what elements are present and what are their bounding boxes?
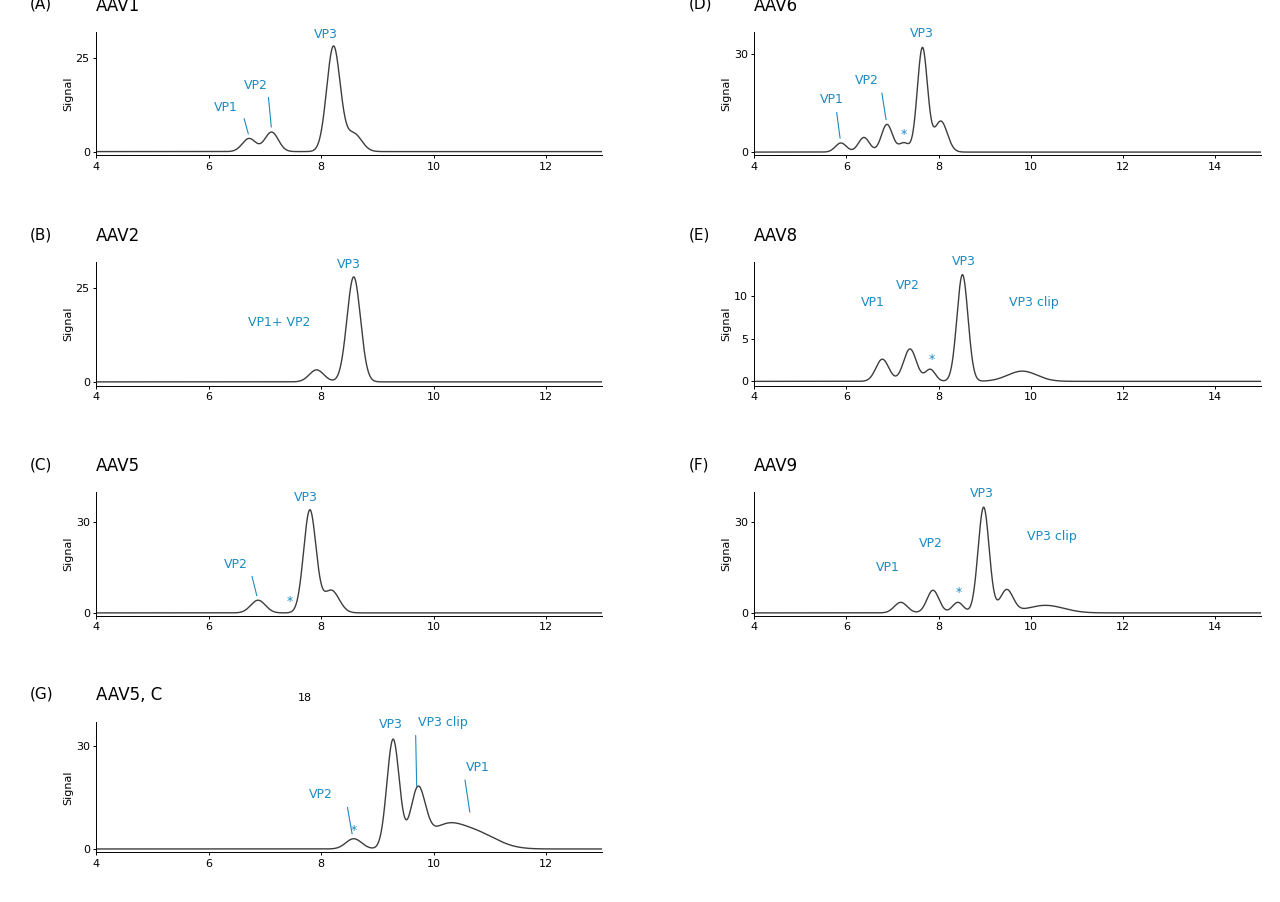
- Text: AAV1: AAV1: [96, 0, 141, 15]
- Text: VP1: VP1: [877, 561, 900, 574]
- Text: *: *: [928, 353, 934, 366]
- Text: (E): (E): [689, 227, 710, 243]
- Text: (D): (D): [689, 0, 712, 12]
- Text: *: *: [287, 595, 292, 608]
- Text: VP1: VP1: [214, 101, 238, 114]
- Text: VP3: VP3: [970, 487, 993, 500]
- Text: VP3: VP3: [294, 492, 317, 504]
- Text: VP2: VP2: [243, 78, 268, 92]
- Text: (G): (G): [31, 686, 54, 701]
- Text: VP3 clip: VP3 clip: [1027, 530, 1076, 544]
- Text: VP2: VP2: [224, 557, 248, 571]
- Text: VP2: VP2: [308, 788, 333, 801]
- Text: VP1: VP1: [819, 94, 844, 106]
- Text: VP3: VP3: [379, 718, 402, 731]
- Text: AAV5: AAV5: [96, 457, 140, 475]
- Y-axis label: Signal: Signal: [722, 537, 731, 571]
- Text: (A): (A): [31, 0, 52, 12]
- Text: VP1: VP1: [861, 296, 884, 308]
- Text: AAV9: AAV9: [754, 457, 799, 475]
- Text: VP1+ VP2: VP1+ VP2: [248, 317, 310, 329]
- Text: (C): (C): [31, 457, 52, 473]
- Text: AAV8: AAV8: [754, 227, 799, 245]
- Text: VP2: VP2: [896, 279, 920, 291]
- Text: VP2: VP2: [919, 537, 943, 549]
- Y-axis label: Signal: Signal: [63, 76, 73, 111]
- Text: *: *: [956, 586, 963, 599]
- Y-axis label: Signal: Signal: [63, 537, 73, 571]
- Y-axis label: Signal: Signal: [63, 307, 73, 341]
- Text: *: *: [901, 128, 908, 141]
- Text: VP3 clip: VP3 clip: [417, 716, 467, 730]
- Text: VP3: VP3: [910, 27, 934, 40]
- Y-axis label: Signal: Signal: [63, 770, 73, 805]
- Y-axis label: Signal: Signal: [722, 307, 731, 341]
- Text: 18: 18: [298, 693, 312, 703]
- Text: AAV6: AAV6: [754, 0, 799, 15]
- Text: VP3: VP3: [951, 255, 975, 268]
- Text: (F): (F): [689, 457, 709, 473]
- Y-axis label: Signal: Signal: [722, 76, 731, 111]
- Text: AAV5, C: AAV5, C: [96, 686, 163, 704]
- Text: VP3 clip: VP3 clip: [1009, 296, 1059, 308]
- Text: VP3: VP3: [315, 28, 338, 41]
- Text: VP2: VP2: [855, 74, 878, 87]
- Text: *: *: [351, 824, 357, 837]
- Text: VP1: VP1: [466, 760, 490, 774]
- Text: VP3: VP3: [337, 258, 361, 272]
- Text: AAV2: AAV2: [96, 227, 141, 245]
- Text: (B): (B): [31, 227, 52, 243]
